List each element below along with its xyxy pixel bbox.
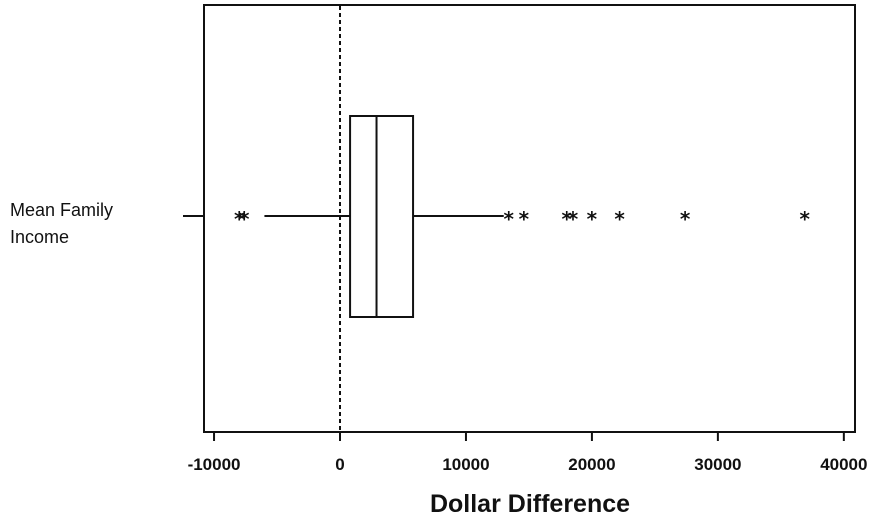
x-tick-label: 20000 <box>568 455 615 474</box>
outlier-point: * <box>680 207 691 231</box>
outlier-point: * <box>239 207 250 231</box>
category-label-line2: Income <box>10 227 69 247</box>
outlier-point: * <box>587 207 598 231</box>
iqr-box <box>349 115 415 318</box>
x-tick-label: -10000 <box>188 455 241 474</box>
plot-frame <box>203 4 856 433</box>
outlier-point: * <box>519 207 530 231</box>
outlier-point: * <box>234 207 245 231</box>
x-tick-label: 0 <box>335 455 344 474</box>
category-label-line1: Mean Family <box>10 200 113 220</box>
x-tick-label: 30000 <box>694 455 741 474</box>
outlier-point: * <box>614 207 625 231</box>
x-axis-title: Dollar Difference <box>430 490 630 517</box>
outlier-markers: ** * * ** * * * * <box>234 207 811 231</box>
outlier-point: * <box>800 207 811 231</box>
outlier-point: * <box>561 207 572 231</box>
outlier-point: * <box>504 207 515 231</box>
x-tick-label: 40000 <box>820 455 867 474</box>
x-tick-label: 10000 <box>442 455 489 474</box>
x-axis-ticks: -10000 0 10000 20000 30000 40000 <box>188 432 867 474</box>
outlier-point: * <box>568 207 579 231</box>
